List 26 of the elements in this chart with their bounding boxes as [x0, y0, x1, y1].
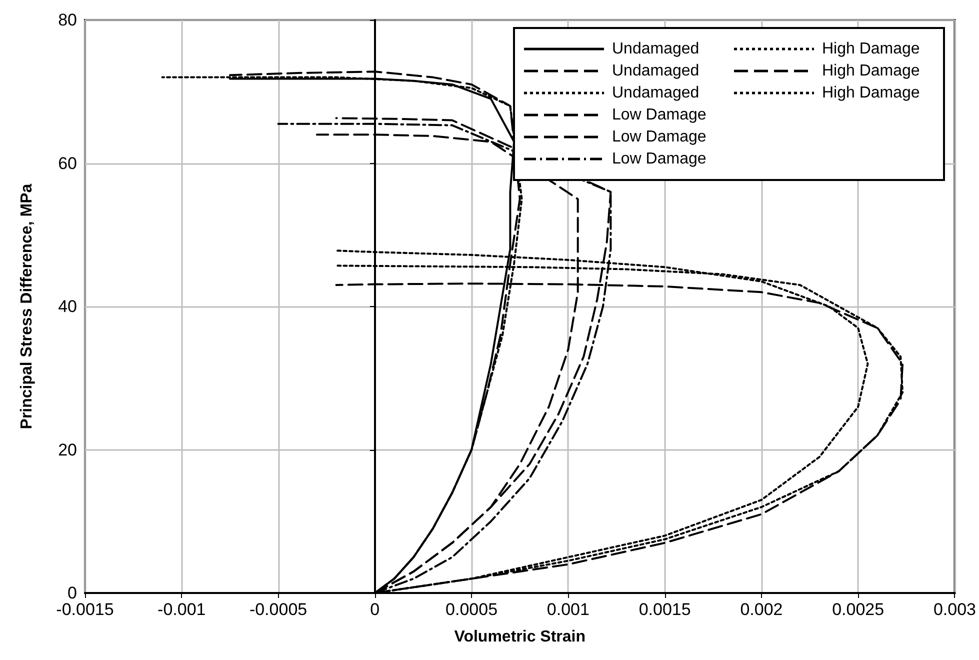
legend-label: High Damage: [822, 84, 920, 102]
legend-label: Low Damage: [612, 128, 706, 146]
x-tick-label: -0.0015: [56, 600, 114, 619]
y-tick-label: 80: [58, 10, 77, 30]
x-tick-label: -0.0005: [249, 600, 308, 619]
x-axis-title: Volumetric Strain: [454, 628, 586, 646]
legend-label: Undamaged: [612, 40, 700, 58]
x-tick-label: 0.0005: [446, 600, 498, 619]
legend-label: High Damage: [822, 40, 920, 58]
x-tick-label: 0.0015: [638, 600, 691, 619]
legend-label: Low Damage: [612, 150, 706, 168]
y-tick-label: 0: [68, 584, 77, 602]
y-tick-label: 60: [58, 154, 77, 173]
legend-label: Undamaged: [612, 84, 700, 102]
x-tick-label: 0: [370, 600, 380, 619]
legend-label: Undamaged: [612, 62, 700, 80]
y-tick-label: 20: [58, 440, 77, 460]
y-tick-label: 40: [58, 297, 77, 316]
x-tick-label: -0.001: [158, 600, 206, 619]
x-tick-label: 0.001: [546, 600, 590, 619]
legend-label: Low Damage: [612, 106, 706, 124]
x-tick-label: 0.003: [933, 600, 976, 619]
legend-label: High Damage: [822, 62, 920, 80]
x-tick-label: 0.002: [740, 600, 783, 619]
x-tick-label: 0.0025: [832, 600, 884, 619]
y-axis-title: Principal Stress Difference, MPa: [18, 184, 36, 430]
